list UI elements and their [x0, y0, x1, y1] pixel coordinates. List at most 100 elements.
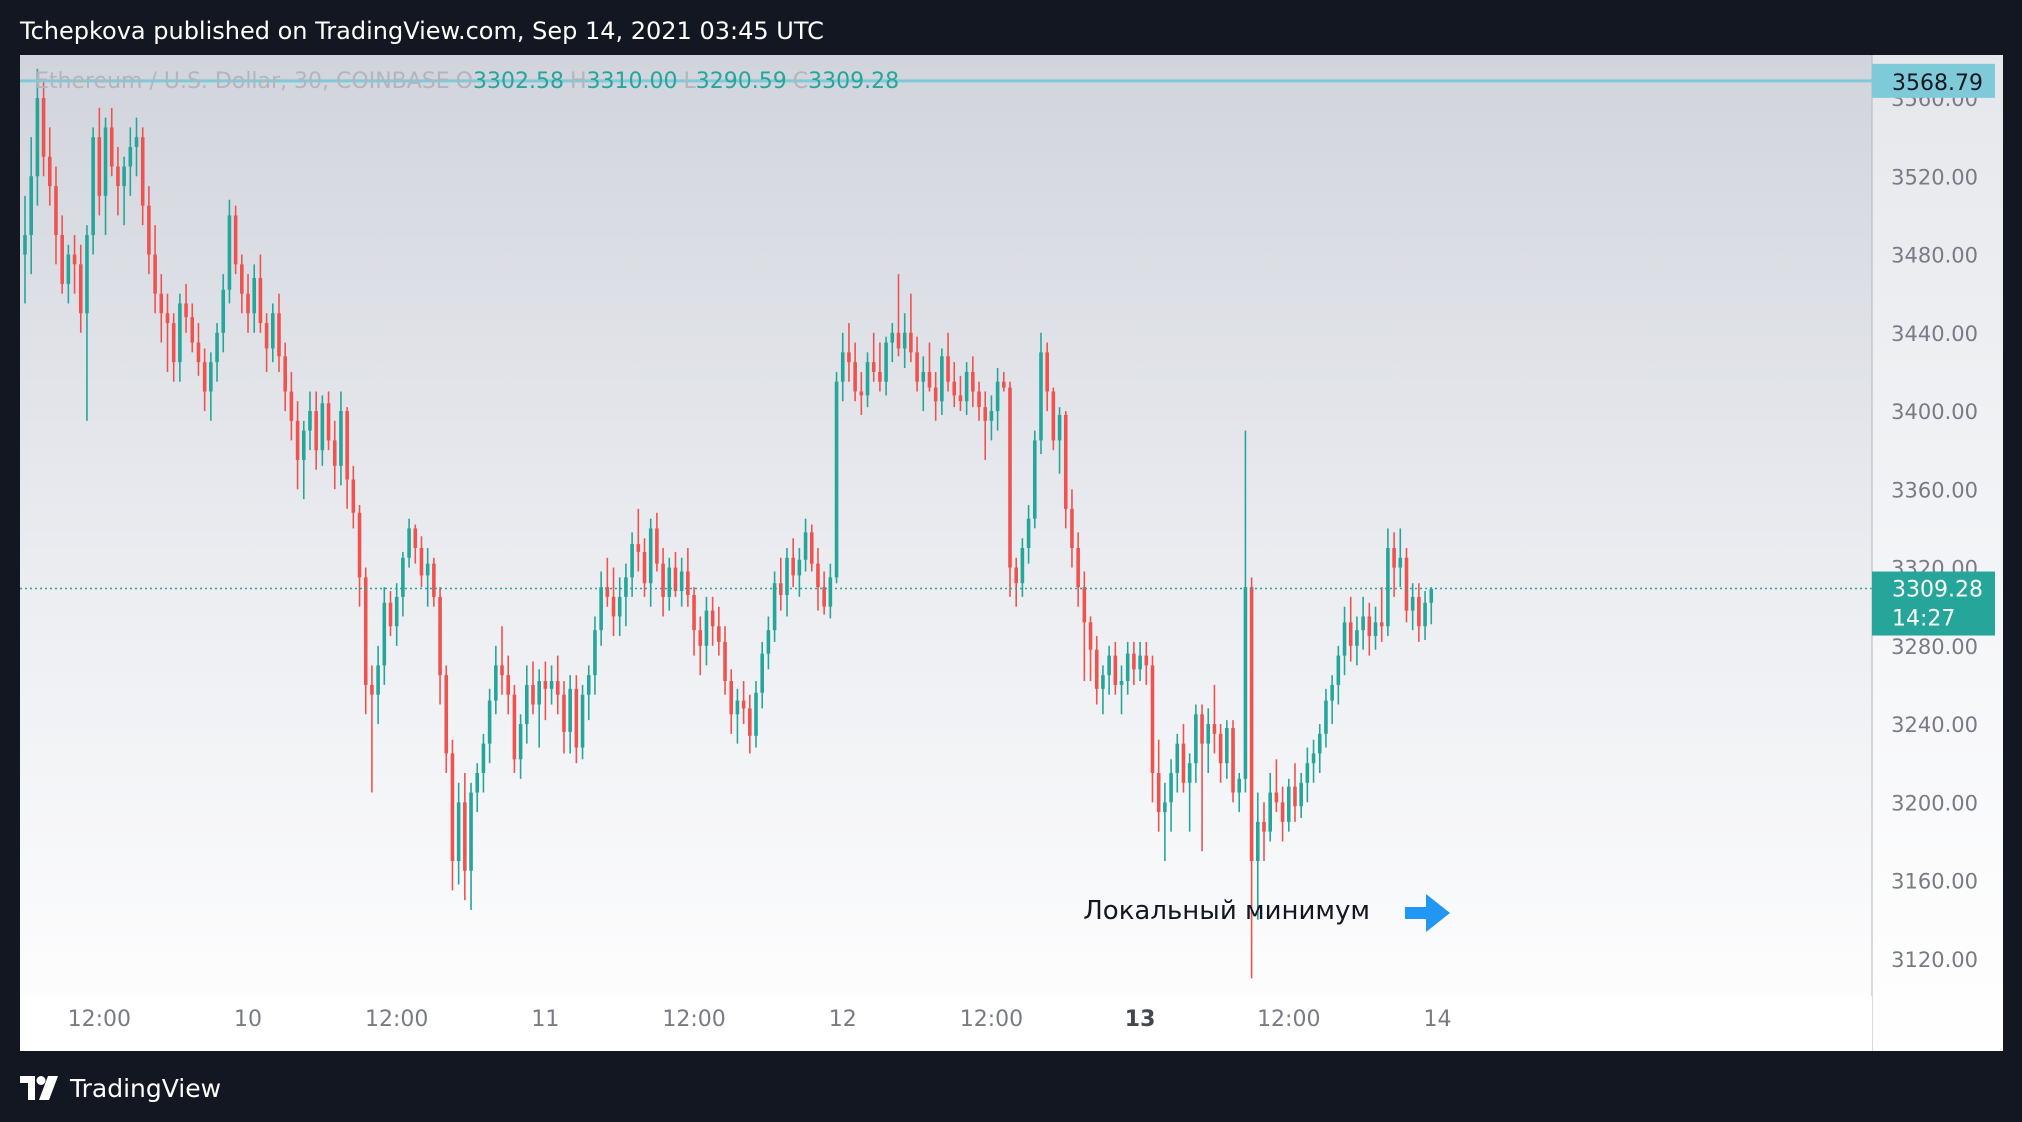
candle	[1094, 636, 1099, 705]
candle-body	[1070, 508, 1074, 548]
candle	[1348, 596, 1353, 662]
candle-body	[91, 137, 95, 235]
candle	[816, 547, 820, 611]
candle	[258, 254, 263, 333]
candle	[1218, 724, 1223, 783]
candle-body	[958, 395, 963, 402]
candle	[240, 254, 244, 314]
candle	[388, 591, 393, 637]
candle-body	[1107, 655, 1111, 676]
candle-body	[1200, 714, 1204, 744]
candle-body	[29, 176, 33, 235]
candle-body	[1082, 587, 1087, 623]
candle	[840, 332, 845, 402]
candle-body	[1194, 714, 1198, 764]
candle-body	[723, 641, 727, 682]
candle	[1156, 739, 1161, 832]
candle	[1150, 655, 1155, 803]
candle-body	[1187, 763, 1192, 783]
candle	[1262, 802, 1266, 862]
candle-body	[60, 234, 64, 284]
candle	[376, 645, 380, 725]
candle	[171, 313, 176, 382]
price-tick-label: 3240.00	[1891, 713, 1978, 737]
candle-body	[729, 681, 734, 715]
candle	[1225, 720, 1229, 779]
candle	[667, 557, 672, 611]
candle-body	[171, 323, 176, 363]
candle-body	[500, 665, 504, 676]
candle-body	[382, 602, 387, 666]
candle-body	[78, 264, 83, 314]
candle-body	[995, 381, 1000, 412]
candle	[1305, 747, 1310, 803]
candle-body	[357, 512, 362, 578]
candle-body	[1392, 547, 1396, 568]
candle	[1045, 342, 1049, 412]
candle-body	[1317, 733, 1322, 754]
candle	[54, 166, 58, 265]
candle	[233, 205, 238, 275]
candle-body	[624, 577, 628, 597]
candle	[1008, 381, 1012, 597]
candle	[72, 234, 77, 294]
candle-body	[698, 630, 703, 646]
candle-body	[902, 332, 907, 349]
candle	[1057, 407, 1062, 474]
candle-body	[1398, 557, 1403, 568]
candle-body	[655, 528, 659, 564]
candle-body	[940, 356, 944, 402]
candle	[97, 107, 102, 216]
candlestick-chart[interactable]: Локальный минимум USD3120.003160.003200.…	[20, 55, 2003, 1051]
candle-body	[178, 303, 182, 363]
candle-body	[23, 234, 27, 255]
candle	[357, 504, 362, 607]
price-axis-background	[1872, 55, 2003, 1051]
candle-body	[593, 630, 597, 676]
candle-body	[1094, 649, 1099, 689]
candle-body	[332, 440, 337, 466]
price-tick-label: 3120.00	[1891, 948, 1978, 972]
candle-body	[1355, 630, 1359, 646]
candle-body	[828, 577, 833, 607]
candle	[351, 465, 356, 529]
candle	[1082, 571, 1087, 682]
candle	[432, 557, 436, 607]
candle-body	[506, 675, 511, 695]
candle	[1299, 772, 1303, 818]
candle-body	[1125, 653, 1130, 682]
candle	[1429, 587, 1434, 625]
candle	[797, 547, 802, 597]
time-axis-background	[20, 996, 1872, 1051]
candle	[283, 342, 287, 412]
candle	[35, 68, 40, 206]
candle-body	[1256, 821, 1260, 862]
candle	[1398, 528, 1403, 588]
bar-countdown-label: 14:27	[1892, 607, 1955, 632]
candle	[1256, 792, 1260, 920]
chart-panel[interactable]: Локальный минимум USD3120.003160.003200.…	[20, 55, 2003, 1051]
candle-body	[512, 694, 517, 760]
candle	[196, 323, 201, 376]
time-tick-label: 12:00	[1257, 1007, 1320, 1032]
candle-body	[128, 146, 133, 167]
time-tick-label: 12:00	[365, 1007, 428, 1032]
candle	[140, 127, 145, 226]
candle-body	[1429, 589, 1434, 603]
candle-body	[227, 215, 232, 290]
candle	[754, 681, 758, 748]
candle	[1194, 704, 1198, 783]
candle-body	[599, 587, 603, 631]
candle-body	[816, 563, 820, 588]
candle	[1355, 616, 1359, 666]
candle-body	[252, 278, 257, 314]
candle-body	[481, 743, 486, 773]
candle-body	[85, 234, 89, 314]
candle	[271, 303, 275, 363]
candle-body	[1039, 352, 1043, 441]
arrow-right-icon	[1405, 894, 1450, 932]
candle-body	[822, 587, 826, 607]
candle-body	[413, 528, 418, 548]
candle-body	[543, 681, 548, 689]
candle	[803, 518, 808, 572]
